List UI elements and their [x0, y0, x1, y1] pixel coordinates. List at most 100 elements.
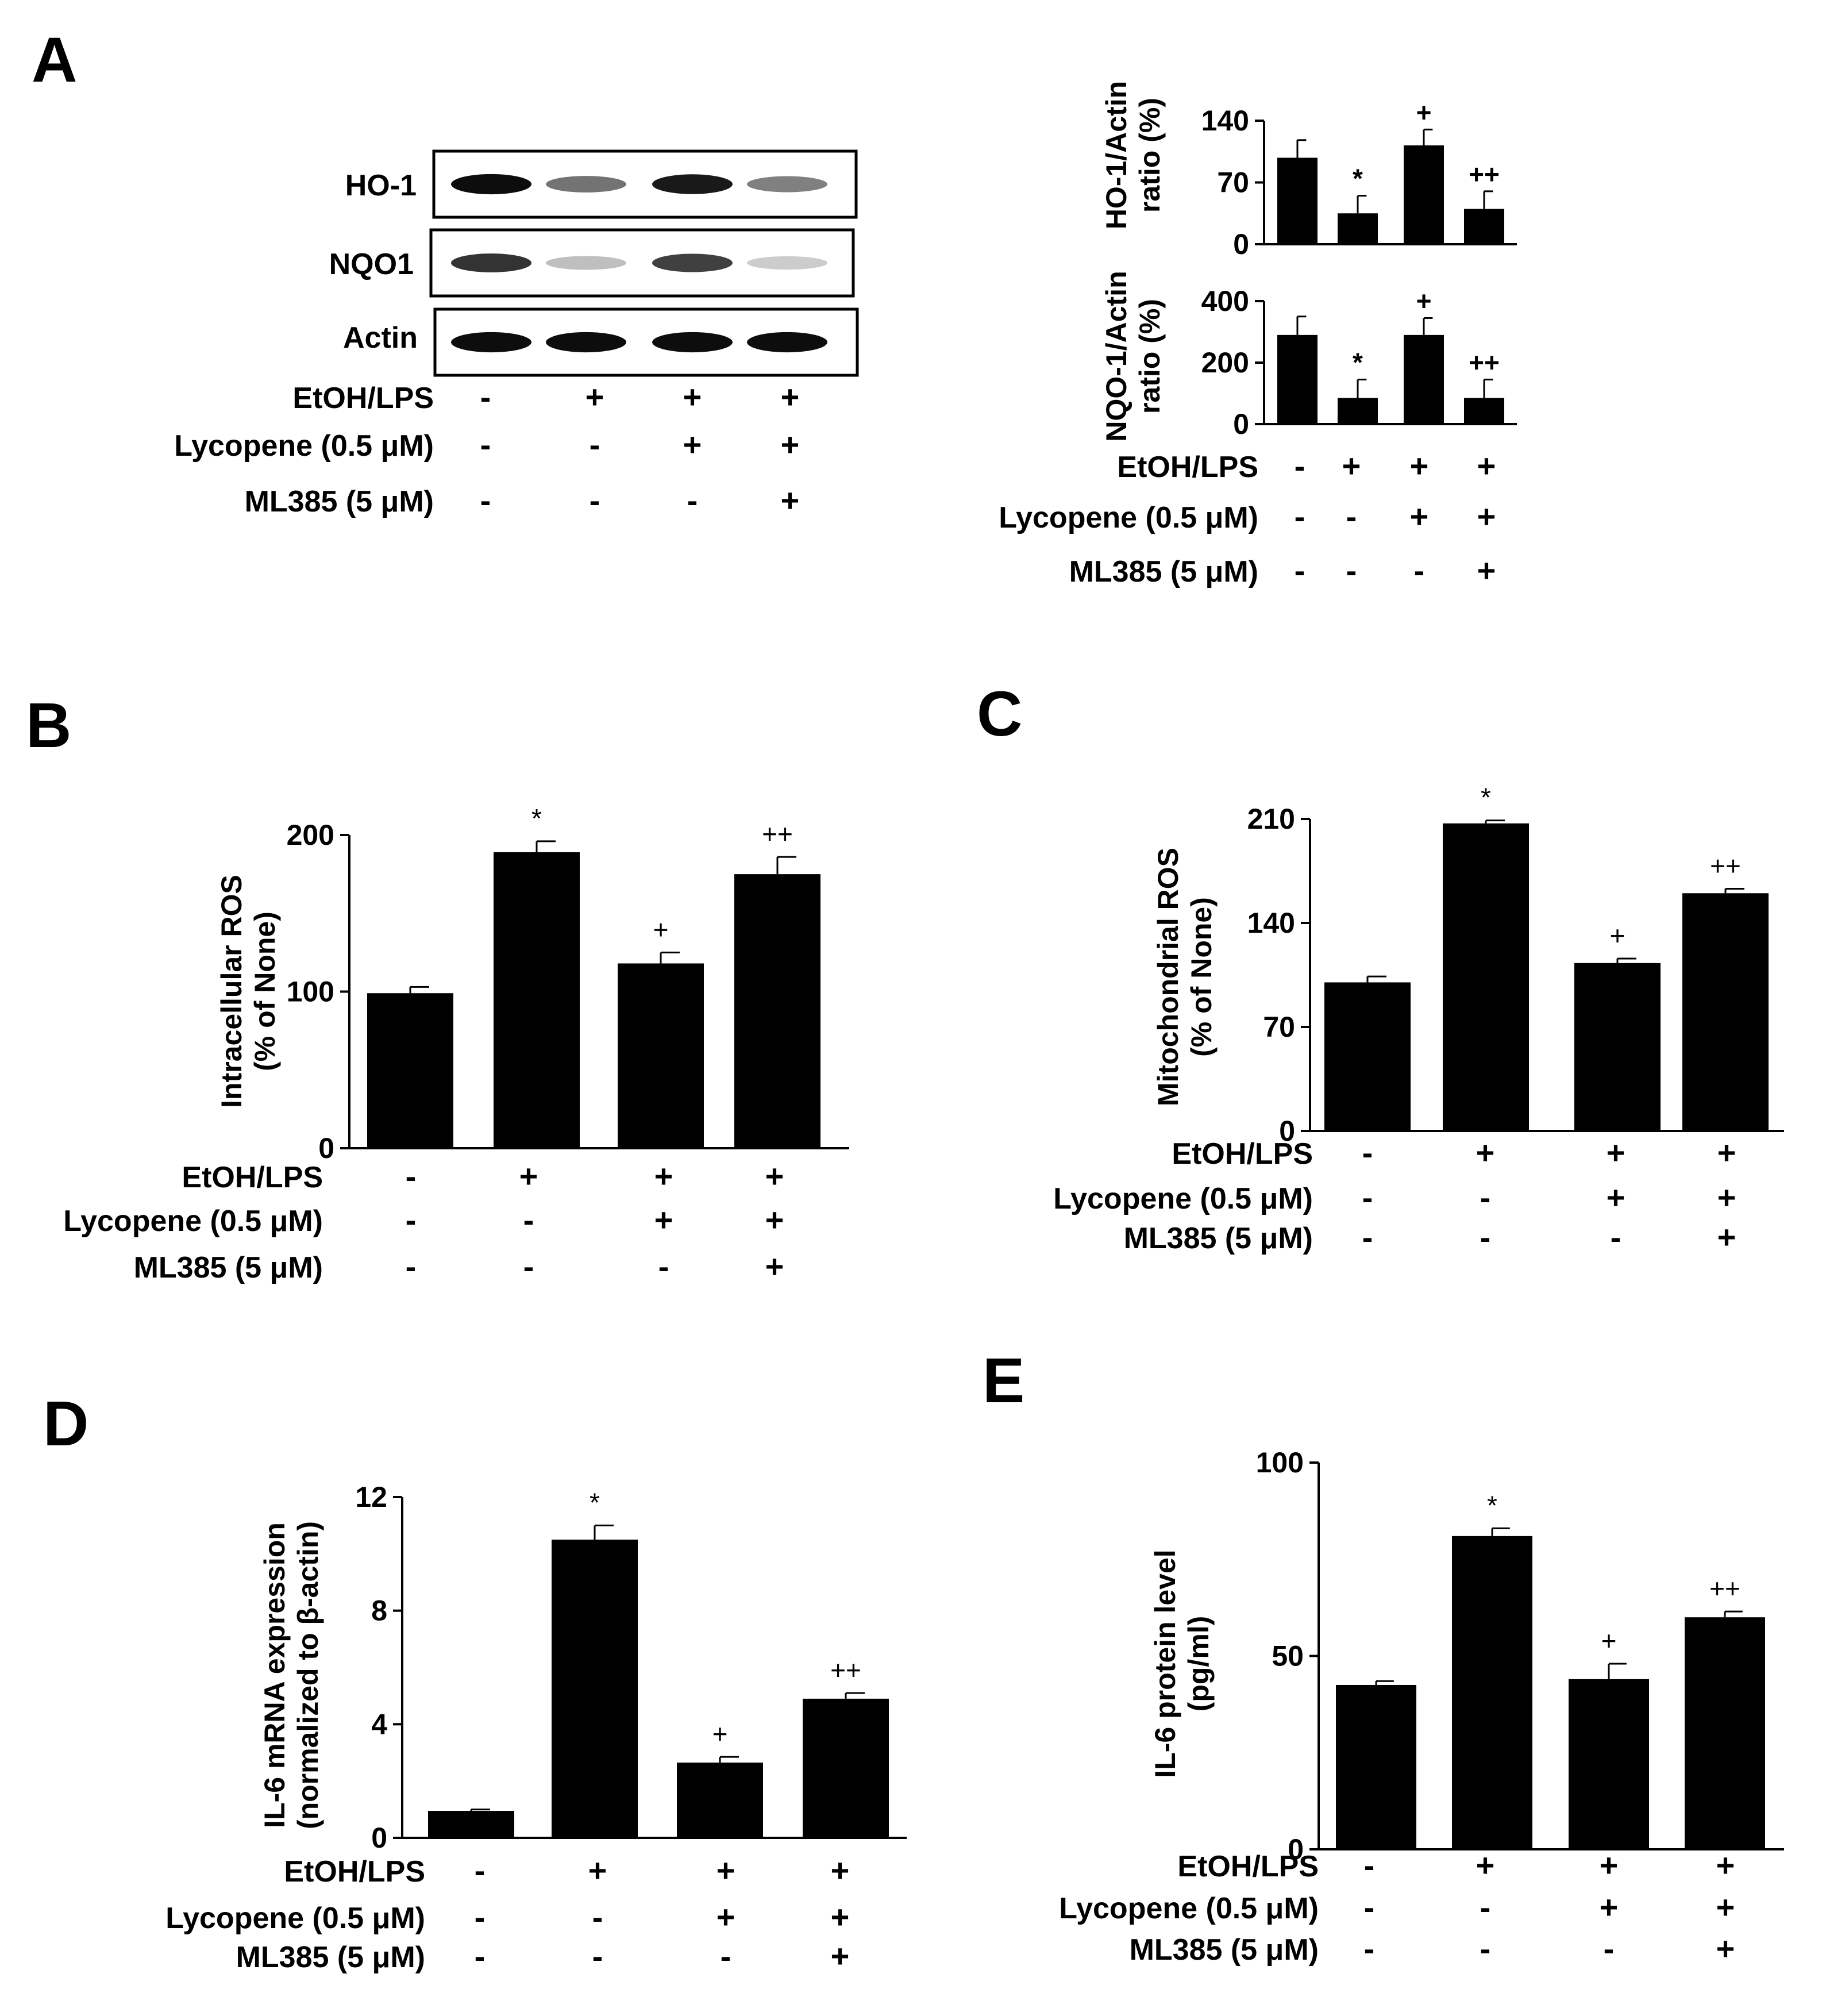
- treatment-sign: +: [1716, 1847, 1735, 1883]
- bar: [1336, 1684, 1416, 1849]
- bar: [428, 1811, 514, 1838]
- bar: [1338, 398, 1378, 424]
- y-axis-label-line: ratio (%): [1134, 98, 1166, 213]
- treatment-sign: +: [765, 1202, 784, 1238]
- bar: [1452, 1536, 1532, 1849]
- treatment-sign: -: [1364, 1889, 1375, 1925]
- bar: [1277, 334, 1318, 424]
- treatment-sign: -: [1346, 552, 1357, 588]
- bar: [803, 1698, 889, 1838]
- y-tick-label: 50: [1272, 1640, 1304, 1672]
- treatment-sign: +: [1607, 1134, 1625, 1171]
- y-axis-label: Mitochondrial ROS(% of None): [1152, 848, 1218, 1106]
- bar: [1443, 823, 1529, 1131]
- significance-mark: +: [1416, 97, 1432, 127]
- treatment-sign: +: [831, 1899, 850, 1935]
- treatment-sign: -: [1364, 1930, 1375, 1967]
- treatment-sign: +: [1477, 448, 1496, 484]
- y-axis-label-line: HO-1/Actin: [1100, 81, 1132, 229]
- treatment-sign: +: [1600, 1889, 1619, 1925]
- treatment-sign: -: [1604, 1930, 1615, 1967]
- significance-mark: +: [712, 1719, 728, 1749]
- y-tick-label: 200: [287, 819, 334, 851]
- blot-band: [451, 253, 531, 272]
- y-tick-label: 0: [1233, 408, 1249, 440]
- y-axis-label-line: IL-6 protein level: [1149, 1549, 1181, 1778]
- blot-band: [546, 176, 626, 193]
- bar: [1277, 157, 1318, 244]
- panel-letter-d: D: [43, 1388, 88, 1459]
- treatment-sign: +: [765, 1248, 784, 1284]
- blot-band: [652, 174, 733, 194]
- bar: [552, 1540, 638, 1838]
- treatment-sign: +: [654, 1158, 673, 1194]
- treatment-row-label: EtOH/LPS: [182, 1161, 323, 1194]
- treatment-sign: +: [1477, 552, 1496, 588]
- panel-letter-c: C: [977, 679, 1022, 749]
- treatment-row-label: EtOH/LPS: [1177, 1850, 1319, 1883]
- treatment-sign: -: [406, 1202, 417, 1238]
- panel-letter-a: A: [32, 25, 77, 95]
- significance-mark: *: [590, 1487, 600, 1517]
- treatment-sign: -: [1362, 1219, 1373, 1255]
- treatment-sign: -: [1295, 552, 1305, 588]
- blot-band: [451, 174, 531, 195]
- treatment-sign: -: [1362, 1134, 1373, 1171]
- significance-mark: +: [653, 914, 669, 944]
- treatment-sign: -: [590, 482, 600, 518]
- y-tick-label: 140: [1201, 105, 1249, 137]
- y-tick-label: 100: [287, 976, 334, 1008]
- treatment-sign: +: [1716, 1889, 1735, 1925]
- treatment-sign: +: [716, 1899, 735, 1935]
- blot-band: [546, 256, 626, 270]
- panel-letter-b: B: [26, 690, 71, 761]
- treatment-sign: +: [781, 379, 800, 415]
- treatment-sign: -: [592, 1938, 603, 1974]
- significance-mark: *: [1353, 164, 1363, 194]
- y-axis-label: IL-6 mRNA expression(normalized to β-act…: [259, 1521, 324, 1829]
- treatment-sign: +: [1410, 498, 1429, 534]
- y-tick-label: 0: [1288, 1833, 1304, 1865]
- significance-mark: ++: [1710, 851, 1741, 881]
- bar: [1464, 209, 1504, 244]
- treatment-sign: -: [1480, 1179, 1491, 1215]
- y-axis-label-line: ratio (%): [1134, 299, 1166, 414]
- significance-mark: *: [1353, 347, 1363, 377]
- y-tick-label: 12: [355, 1481, 387, 1513]
- treatment-sign: -: [406, 1158, 417, 1194]
- treatment-row-label: EtOH/LPS: [292, 382, 434, 415]
- treatment-row-label: ML385 (5 μM): [1069, 555, 1258, 588]
- treatment-sign: +: [1476, 1134, 1495, 1171]
- treatment-row-label: ML385 (5 μM): [1124, 1222, 1313, 1255]
- treatment-sign: -: [1611, 1219, 1621, 1255]
- treatment-row-label: Lycopene (0.5 μM): [999, 501, 1258, 534]
- treatment-sign: -: [480, 426, 491, 463]
- treatment-sign: -: [480, 482, 491, 518]
- treatment-sign: -: [1480, 1930, 1491, 1967]
- significance-mark: *: [531, 803, 542, 833]
- treatment-sign: +: [683, 379, 702, 415]
- treatment-table-c: EtOH/LPS - + + + Lycopene (0.5 μM) - - + + ML385 (…: [1053, 1134, 1736, 1255]
- treatment-sign: +: [1476, 1847, 1495, 1883]
- treatment-sign: +: [765, 1158, 784, 1194]
- bar: [1404, 334, 1444, 424]
- treatment-row-label: ML385 (5 μM): [1130, 1933, 1319, 1967]
- bar: [1404, 145, 1444, 244]
- y-tick-label: 4: [371, 1708, 387, 1740]
- bar: [494, 852, 580, 1148]
- treatment-sign: -: [475, 1899, 486, 1935]
- treatment-row-label: ML385 (5 μM): [236, 1941, 425, 1974]
- treatment-table-e: EtOH/LPS - + + + Lycopene (0.5 μM) - - + + ML385 (…: [1059, 1847, 1735, 1967]
- treatment-sign: -: [1364, 1847, 1375, 1883]
- treatment-sign: +: [831, 1852, 850, 1888]
- treatment-sign: -: [523, 1202, 534, 1238]
- blot-band: [747, 176, 827, 193]
- treatment-row-label: EtOH/LPS: [1117, 451, 1258, 484]
- significance-mark: ++: [1469, 159, 1500, 189]
